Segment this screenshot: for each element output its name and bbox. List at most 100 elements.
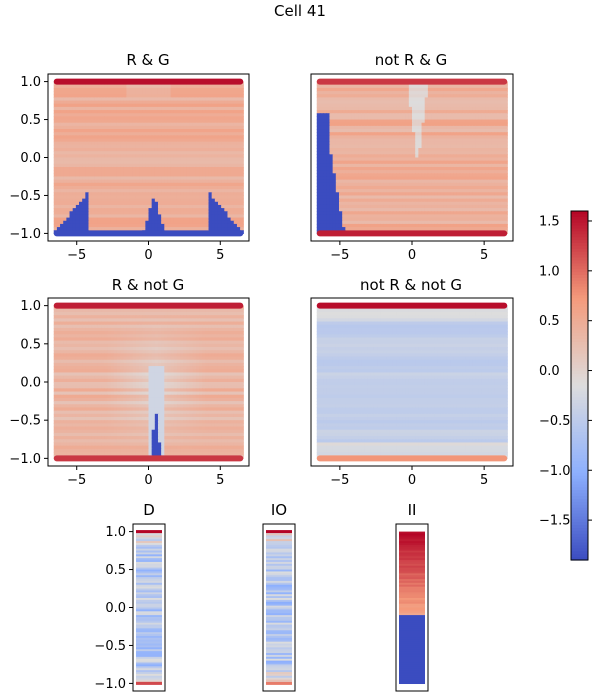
heatmap-cell [123, 160, 127, 165]
heatmap-cell [224, 195, 229, 200]
heatmap-cell [354, 125, 359, 130]
heatmap-cell [176, 87, 181, 92]
heatmap-cell [319, 135, 324, 140]
heatmap-cell [66, 208, 71, 212]
heatmap-cell [443, 87, 448, 92]
heatmap-cell [377, 141, 381, 146]
heatmap-cell [497, 138, 502, 143]
heatmap-cell [427, 116, 432, 121]
heatmap-cell [110, 211, 115, 216]
heatmap-cell [316, 94, 321, 99]
heatmap-cell [434, 125, 438, 130]
heatmap-cell [183, 122, 188, 127]
heatmap-cell [392, 119, 397, 124]
heatmap-cell [465, 141, 470, 146]
heatmap-cell [94, 106, 99, 111]
heatmap-cell [230, 173, 235, 178]
heatmap-cell [66, 179, 71, 184]
heatmap-cell [205, 135, 210, 140]
heatmap-cell [157, 119, 162, 124]
heatmap-cell [443, 148, 448, 152]
heatmap-cell [478, 135, 483, 140]
heatmap-cell [361, 100, 365, 105]
heatmap-cell [348, 141, 353, 146]
heatmap-cell [358, 129, 362, 133]
heatmap-cell [97, 214, 102, 219]
heatmap-cell [478, 132, 483, 136]
heatmap-cell [79, 132, 83, 136]
heatmap-cell [53, 154, 58, 159]
heatmap-cell [338, 132, 343, 136]
heatmap-cell [180, 217, 184, 222]
heatmap-cell [142, 198, 146, 203]
heatmap-cell [424, 144, 429, 149]
heatmap-cell [227, 103, 232, 108]
heatmap-cell [180, 87, 184, 92]
heatmap-cell [53, 192, 58, 197]
heatmap-cell [211, 204, 216, 209]
heatmap-cell [186, 182, 191, 187]
heatmap-cell [227, 100, 232, 105]
heatmap-cell [469, 87, 473, 92]
heatmap-cell [148, 157, 153, 162]
heatmap-cell [351, 97, 356, 102]
heatmap-cell [408, 138, 413, 143]
heatmap-cell [415, 138, 419, 143]
heatmap-cell [462, 129, 467, 133]
heatmap-cell [217, 185, 222, 190]
heatmap-cell [472, 106, 477, 111]
heatmap-cell [192, 201, 197, 206]
heatmap-cell [75, 125, 80, 130]
heatmap-cell [453, 91, 458, 95]
heatmap-cell [440, 125, 445, 130]
heatmap-cell [186, 160, 191, 165]
heatmap-cell [202, 100, 206, 105]
heatmap-cell [164, 198, 169, 203]
heatmap-cell [167, 185, 172, 190]
heatmap-cell [236, 166, 241, 171]
heatmap-cell [500, 151, 505, 155]
heatmap-cell [63, 129, 67, 133]
heatmap-cell [148, 103, 153, 108]
heatmap-cell [88, 160, 93, 165]
heatmap-cell [446, 138, 451, 143]
heatmap-cell [94, 189, 99, 193]
heatmap-cell [208, 223, 213, 228]
heatmap-cell [236, 223, 241, 228]
heatmap-cell [424, 135, 429, 140]
heatmap-cell [161, 173, 165, 178]
heatmap-cell [472, 84, 477, 89]
heatmap-cell [443, 125, 448, 130]
heatmap-cell [412, 125, 416, 130]
heatmap-cell [126, 160, 131, 165]
heatmap-cell [230, 94, 235, 99]
heatmap-cell [145, 144, 150, 149]
heatmap-cell [335, 129, 340, 133]
heatmap-cell [180, 94, 184, 99]
heatmap-cell [221, 91, 225, 95]
heatmap-cell [85, 87, 90, 92]
heatmap-cell [176, 176, 181, 181]
heatmap-cell [176, 154, 181, 159]
heatmap-cell [85, 211, 90, 216]
heatmap-cell [167, 189, 172, 193]
heatmap-cell [319, 91, 324, 95]
heatmap-cell [402, 148, 407, 152]
heatmap-cell [183, 211, 188, 216]
heatmap-cell [424, 110, 429, 114]
heatmap-cell [240, 157, 244, 162]
heatmap-cell [139, 132, 143, 136]
heatmap-cell [72, 91, 77, 95]
heatmap-cell [120, 154, 124, 159]
heatmap-cell [224, 94, 229, 99]
heatmap-cell [94, 208, 99, 212]
heatmap-cell [500, 129, 505, 133]
heatmap-cell [69, 214, 74, 219]
heatmap-cell [120, 116, 124, 121]
heatmap-cell [129, 163, 134, 168]
heatmap-cell [110, 195, 115, 200]
heatmap-cell [338, 84, 343, 89]
heatmap-cell [202, 182, 206, 187]
heatmap-cell [91, 151, 96, 155]
heatmap-cell [217, 87, 222, 92]
